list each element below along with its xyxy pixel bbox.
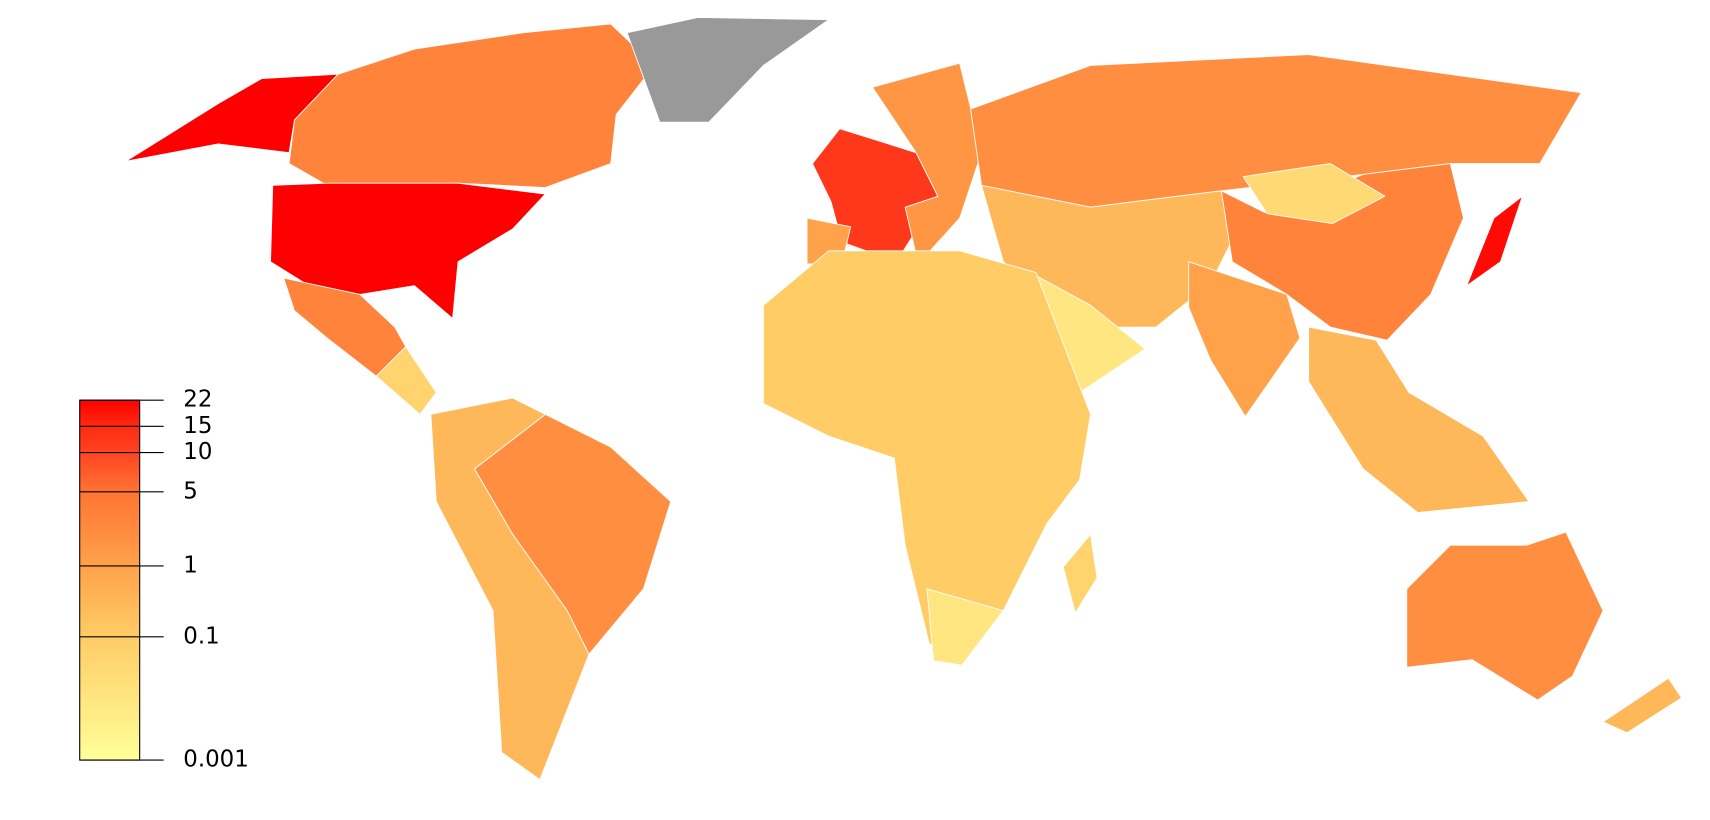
region: [375, 346, 437, 415]
tick-label: 22: [183, 387, 212, 413]
tick-label: 10: [183, 439, 212, 465]
region: [430, 397, 590, 781]
region: [626, 17, 830, 123]
region: [1242, 163, 1386, 224]
region: [288, 23, 655, 188]
region: [1466, 195, 1523, 287]
region: [762, 250, 1091, 666]
tick-label: 1: [183, 552, 198, 578]
region: [926, 588, 1004, 666]
region: [1406, 531, 1604, 701]
tick-label: 15: [183, 413, 212, 439]
tick-label: 0.001: [183, 747, 249, 773]
tick-label: 5: [183, 478, 198, 504]
region: [1062, 533, 1098, 614]
tick-label: 0.1: [183, 623, 219, 649]
region: [1602, 677, 1682, 734]
region: [1188, 261, 1301, 417]
color-scale: [79, 399, 141, 761]
region: [1308, 326, 1530, 513]
region: [270, 182, 546, 319]
region: [283, 277, 407, 377]
regions: [125, 17, 1682, 781]
